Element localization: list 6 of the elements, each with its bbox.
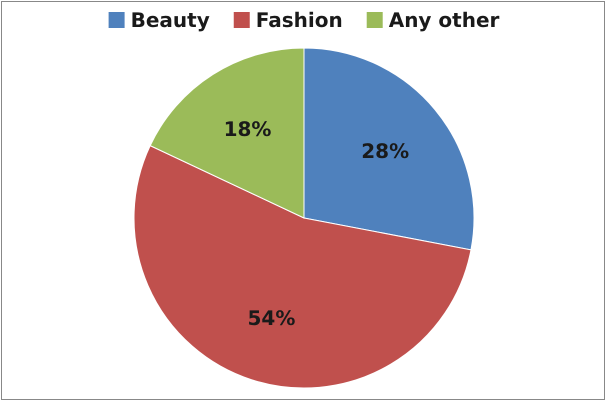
legend-label: Any other bbox=[388, 8, 500, 32]
data-label: 54% bbox=[247, 306, 296, 330]
legend-label: Fashion bbox=[256, 8, 343, 32]
data-label: 28% bbox=[361, 138, 410, 163]
data-label: 18% bbox=[224, 117, 272, 142]
legend-label: Beauty bbox=[130, 8, 210, 32]
